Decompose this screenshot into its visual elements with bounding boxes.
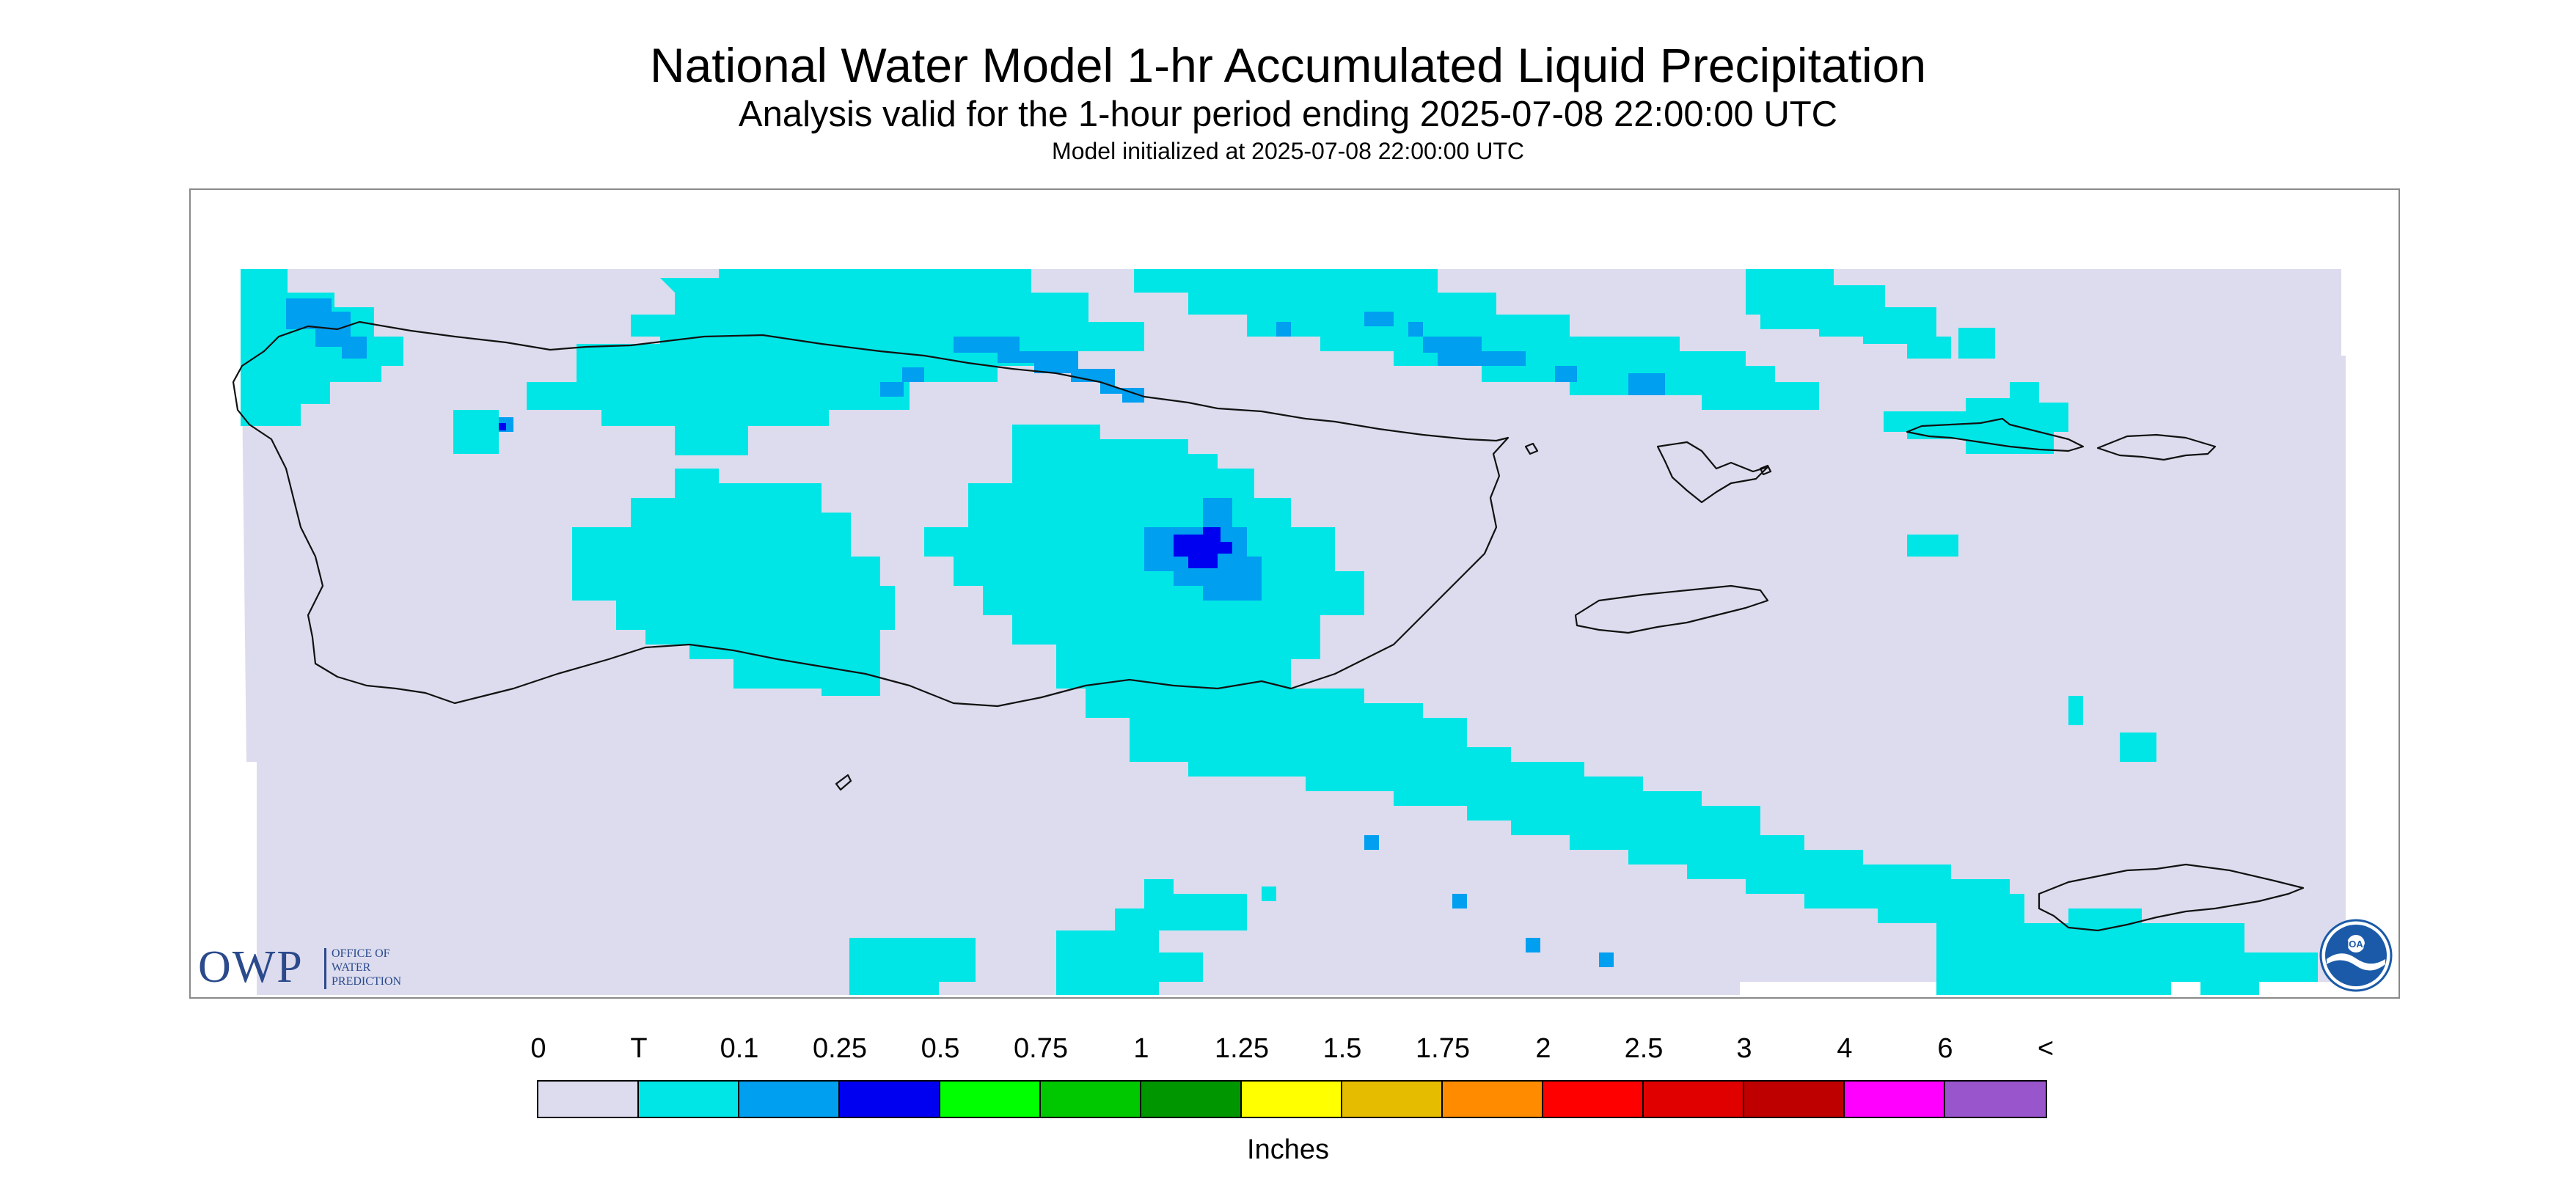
noaa-logo: NOAA [2319, 919, 2393, 992]
precip-area-west-2 [453, 410, 499, 454]
map-title: National Water Model 1-hr Accumulated Li… [649, 38, 1927, 92]
map-subtitle: Analysis valid for the 1-hour period end… [738, 95, 1838, 134]
precip-area-south-2 [1144, 879, 1247, 930]
legend-label-8: 1.5 [1322, 1033, 1362, 1064]
legend-label-9: 1.75 [1416, 1033, 1470, 1064]
coastlines [232, 320, 2305, 932]
legend-swatch-8 [1342, 1082, 1443, 1117]
legend-swatch-5 [1041, 1082, 1141, 1117]
precip-area-scn-spot [2120, 733, 2156, 762]
noaa-logo-text: NOAA [2342, 939, 2371, 950]
precip-area-west-1 [527, 344, 748, 455]
legend-swatch-9 [1443, 1082, 1543, 1117]
owp-logo-line2: WATER [332, 961, 371, 974]
legend-tick-labels: 0 T 0.1 0.25 0.5 0.75 1 1.25 1.5 1.75 2 2.5 3 4 6 < [0, 1030, 2576, 1074]
precip-area-nw [241, 269, 403, 426]
legend-swatch-14 [1945, 1082, 2046, 1117]
precip-cell-nr-2 [1364, 312, 1394, 326]
pr-small-islet-2 [835, 774, 852, 791]
legend-swatch-7 [1242, 1082, 1342, 1117]
owp-logo: OWP OFFICE OF WATER PREDICTION [198, 942, 440, 994]
precip-area-south-east-spot [2083, 930, 2142, 967]
legend-label-6: 1 [1133, 1033, 1149, 1064]
precip-cell-south-1 [1364, 835, 1379, 850]
precip-legend-colorbar [537, 1080, 2047, 1118]
legend-swatch-1 [639, 1082, 739, 1117]
legend-label-7: 1.25 [1215, 1033, 1269, 1064]
precip-area-se-small [2200, 952, 2259, 995]
precip-area-small-south [822, 630, 880, 696]
virgin-islands-east [2096, 433, 2217, 461]
legend-swatch-3 [840, 1082, 940, 1117]
legend-label-15: < [2037, 1033, 2054, 1064]
legend-swatch-13 [1845, 1082, 1945, 1117]
precip-cell-ne-1 [1423, 337, 1526, 366]
legend-label-14: 6 [1937, 1033, 1953, 1064]
legend-swatch-12 [1744, 1082, 1845, 1117]
legend-label-4: 0.5 [921, 1033, 960, 1064]
vieques-outline [1574, 584, 1769, 634]
legend-swatch-0 [538, 1082, 639, 1117]
owp-logo-divider [324, 948, 326, 989]
precip-cell-ne-2 [1555, 366, 1577, 382]
owp-logo-letters: OWP [198, 942, 304, 992]
legend-label-11: 2.5 [1624, 1033, 1664, 1064]
precip-area-east-spot [1907, 535, 1958, 557]
dark-blue-precip-areas [499, 423, 1232, 568]
precip-cell-nr-3 [1408, 322, 1423, 337]
precip-area-central-west [572, 469, 895, 689]
legend-swatch-6 [1141, 1082, 1242, 1117]
puerto-rico-outline [232, 320, 1510, 708]
legend-label-0: 0 [530, 1033, 546, 1064]
precip-area-north-coast [631, 269, 1144, 426]
legend-label-12: 3 [1736, 1033, 1752, 1064]
precip-cell-north [954, 337, 1144, 403]
precip-cell-nr-1 [1276, 322, 1291, 337]
model-init-line: Model initialized at 2025-07-08 22:00:00… [1052, 138, 1524, 164]
st-croix-outline [2038, 863, 2305, 932]
precipitation-map[interactable] [191, 190, 2398, 997]
precip-cell-south-3 [1526, 938, 1540, 952]
legend-swatch-11 [1644, 1082, 1744, 1117]
precip-cell-south-2 [1452, 894, 1467, 908]
precip-cell-center-n-2 [902, 367, 924, 382]
legend-label-3: 0.25 [813, 1033, 867, 1064]
legend-label-1: T [630, 1033, 648, 1064]
precip-area-bvi-spot [1958, 328, 1995, 359]
legend-label-2: 0.1 [720, 1033, 759, 1064]
precip-area-ne-islands [1746, 269, 1951, 359]
precip-cell-ne-3 [1628, 373, 1665, 395]
precip-area-south-1 [1056, 908, 1203, 995]
legend-label-13: 4 [1837, 1033, 1853, 1064]
legend-label-5: 0.75 [1014, 1033, 1068, 1064]
precip-cell-south-4 [1599, 952, 1614, 967]
culebra-outline [1656, 441, 1769, 504]
owp-logo-text: OFFICE OF WATER PREDICTION [332, 947, 401, 988]
owp-logo-line3: PREDICTION [332, 975, 402, 988]
map-panel[interactable] [189, 188, 2400, 999]
virgin-islands-outline [1906, 417, 2085, 452]
precip-core-storm [1174, 527, 1232, 568]
owp-logo-line1: OFFICE OF [332, 947, 390, 960]
precip-cell-center-n-1 [880, 382, 904, 397]
pr-small-islet-1 [1524, 442, 1539, 455]
precip-area-sw-1 [849, 938, 976, 995]
legend-swatch-4 [940, 1082, 1041, 1117]
precip-area-south-3 [1262, 886, 1276, 901]
precip-core-west [499, 423, 506, 430]
precip-area-sce-spot [2068, 696, 2083, 725]
legend-swatch-2 [739, 1082, 840, 1117]
culebra-cay [1759, 464, 1772, 476]
legend-label-10: 2 [1535, 1033, 1551, 1064]
legend-units: Inches [1247, 1134, 1329, 1165]
legend-swatch-10 [1543, 1082, 1644, 1117]
